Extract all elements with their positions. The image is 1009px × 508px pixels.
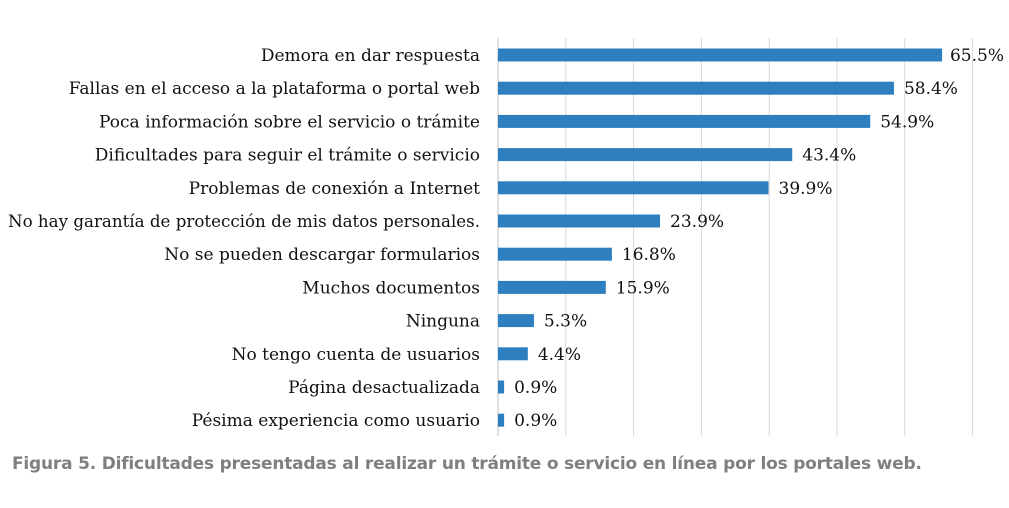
bar	[498, 81, 894, 95]
category-label: Muchos documentos	[302, 278, 480, 298]
category-label: Dificultades para seguir el trámite o se…	[95, 146, 480, 166]
bar	[498, 114, 871, 128]
value-label: 4.4%	[538, 345, 581, 365]
category-label: Página desactualizada	[288, 378, 480, 398]
value-label: 0.9%	[514, 411, 557, 431]
category-labels: Demora en dar respuesta Fallas en el acce…	[8, 46, 480, 431]
value-label: 5.3%	[544, 312, 587, 332]
category-label: No hay garantía de protección de mis dat…	[8, 212, 480, 232]
value-label: 43.4%	[802, 146, 856, 166]
category-label: Ninguna	[406, 312, 480, 332]
value-label: 58.4%	[904, 79, 958, 99]
bar	[498, 181, 769, 195]
bar	[498, 247, 612, 261]
category-label: No tengo cuenta de usuarios	[232, 345, 480, 365]
category-label: Problemas de conexión a Internet	[189, 179, 481, 199]
figure-caption: Figura 5. Dificultades presentadas al re…	[12, 454, 922, 474]
bar	[498, 214, 661, 228]
bar	[498, 48, 943, 62]
bar	[498, 380, 505, 394]
category-label: Poca información sobre el servicio o trá…	[99, 112, 480, 132]
bar	[498, 280, 606, 294]
value-label: 15.9%	[616, 278, 670, 298]
bar	[498, 148, 793, 162]
bar	[498, 413, 505, 427]
value-labels: 65.5% 58.4% 54.9% 43.4% 39.9% 23.9% 16.8% 15.9%…	[514, 46, 1004, 431]
gridlines	[497, 38, 974, 436]
category-label: Pésima experiencia como usuario	[192, 411, 480, 431]
category-label: Demora en dar respuesta	[261, 46, 480, 66]
value-label: 39.9%	[779, 179, 833, 199]
bar-chart: Demora en dar respuesta Fallas en el acce…	[8, 38, 1004, 436]
value-label: 54.9%	[880, 112, 934, 132]
chart: Demora en dar respuesta Fallas en el acce…	[8, 38, 1004, 436]
bars	[498, 48, 943, 427]
value-label: 65.5%	[950, 46, 1004, 66]
value-label: 16.8%	[622, 245, 676, 265]
category-label: Fallas en el acceso a la plataforma o po…	[69, 79, 480, 99]
value-label: 0.9%	[514, 378, 557, 398]
bar	[498, 314, 534, 328]
bar	[498, 347, 528, 361]
value-label: 23.9%	[670, 212, 724, 232]
category-label: No se pueden descargar formularios	[164, 245, 480, 265]
